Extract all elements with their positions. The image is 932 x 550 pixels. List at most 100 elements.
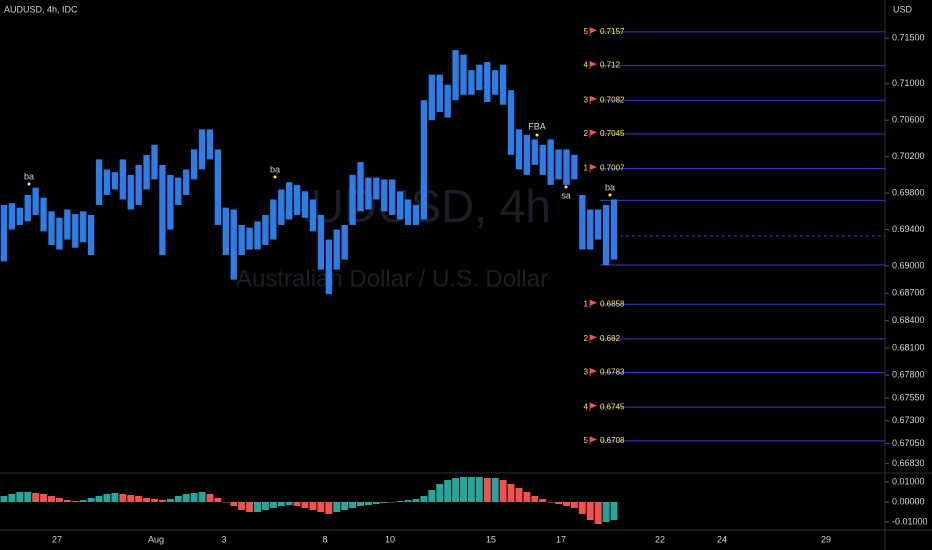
bar xyxy=(72,214,79,248)
bar xyxy=(246,227,253,250)
signal-label: ba xyxy=(605,182,615,192)
histogram-bar xyxy=(460,477,467,502)
level-number: 3 xyxy=(584,95,589,104)
histogram-bar xyxy=(491,478,499,502)
level-flag xyxy=(589,163,598,173)
histogram-bar xyxy=(158,500,166,502)
histogram-bar xyxy=(499,480,507,502)
histogram-bar xyxy=(71,501,79,502)
y-tick-label: 0.69400 xyxy=(892,224,925,234)
bar xyxy=(349,174,356,225)
histogram-bar xyxy=(127,495,135,502)
histogram-bar xyxy=(357,502,364,506)
bar xyxy=(198,129,206,170)
histogram-bar xyxy=(190,493,198,502)
level-number: 1 xyxy=(584,299,589,308)
x-tick-label: 22 xyxy=(655,534,665,544)
signal-label: ba xyxy=(24,171,34,181)
bar xyxy=(428,74,435,121)
level-flag xyxy=(589,367,598,377)
bar xyxy=(365,177,372,210)
histogram-bar xyxy=(507,484,515,502)
histogram-bar xyxy=(467,477,475,502)
bar xyxy=(309,199,317,232)
x-tick-label: 29 xyxy=(821,534,831,544)
histogram-bar xyxy=(16,492,24,502)
histogram-bar xyxy=(555,502,563,504)
bar xyxy=(484,61,491,103)
bar xyxy=(468,70,475,95)
bar xyxy=(103,169,111,195)
watermark-sub: Australian Dollar / U.S. Dollar xyxy=(236,265,548,292)
signal-label: sa xyxy=(561,190,571,200)
bar xyxy=(127,174,134,210)
bar xyxy=(175,177,182,205)
x-tick-label: 15 xyxy=(486,534,496,544)
histogram-bar xyxy=(230,502,238,506)
histogram-bar xyxy=(444,480,452,502)
x-tick-label: 27 xyxy=(52,534,62,544)
level-value: 0.7007 xyxy=(600,164,625,173)
bar xyxy=(238,224,245,256)
histogram-bar xyxy=(578,502,586,514)
histogram-bar xyxy=(238,502,246,510)
histogram-bar xyxy=(119,494,127,502)
bar xyxy=(404,199,412,225)
histogram-bar xyxy=(246,502,254,512)
y-tick-label: 0.71500 xyxy=(892,33,925,43)
bar xyxy=(587,209,594,250)
histogram-bar xyxy=(388,502,396,503)
x-tick-label: 8 xyxy=(322,534,327,544)
histogram-bar xyxy=(254,502,261,512)
bar xyxy=(523,134,531,175)
level-flag xyxy=(589,129,598,138)
histogram-bar xyxy=(135,496,143,502)
level-value: 0.6858 xyxy=(600,299,625,308)
histogram-bar xyxy=(364,502,372,505)
level-number: 4 xyxy=(584,402,589,411)
bar xyxy=(420,100,428,220)
bar xyxy=(396,191,404,220)
bar xyxy=(563,149,570,185)
y-tick-label: 0.67800 xyxy=(892,370,925,380)
bar xyxy=(555,149,562,180)
bar xyxy=(95,159,103,205)
bar xyxy=(515,129,523,170)
histogram-bar xyxy=(103,494,111,502)
histogram-bar xyxy=(317,502,325,512)
signal-dot xyxy=(273,175,277,179)
level-number: 4 xyxy=(584,61,589,70)
histogram-bar xyxy=(95,496,103,502)
y-tick-label: 0.69000 xyxy=(892,260,925,270)
bar xyxy=(206,129,214,160)
bar xyxy=(341,224,348,260)
level-value: 0.7045 xyxy=(600,129,625,138)
bar xyxy=(278,189,285,225)
histogram-bar xyxy=(214,498,222,502)
histogram-bar xyxy=(285,502,293,505)
histogram-bar xyxy=(341,502,349,510)
bar xyxy=(151,144,158,180)
y-tick-label: 0.01000 xyxy=(892,476,925,486)
y-tick-label: 0.67550 xyxy=(892,392,925,402)
histogram-bar xyxy=(372,502,380,504)
y-tick-label: 0.70600 xyxy=(892,115,925,125)
bar xyxy=(222,207,229,256)
bar xyxy=(602,204,610,266)
bar xyxy=(8,203,16,230)
histogram-bar xyxy=(301,502,309,508)
bar xyxy=(333,229,340,270)
histogram-bar xyxy=(40,494,48,502)
y-tick-label: 0.67050 xyxy=(892,438,925,448)
bar xyxy=(452,50,459,101)
histogram-bar xyxy=(87,498,95,502)
histogram-bar xyxy=(111,493,119,502)
histogram-bar xyxy=(325,502,333,514)
histogram-bar xyxy=(198,492,206,502)
histogram-bar xyxy=(182,494,190,502)
level-value: 0.6708 xyxy=(600,436,625,445)
histogram-bar xyxy=(32,493,40,502)
histogram-bar xyxy=(483,478,491,502)
histogram-bar xyxy=(547,502,555,503)
